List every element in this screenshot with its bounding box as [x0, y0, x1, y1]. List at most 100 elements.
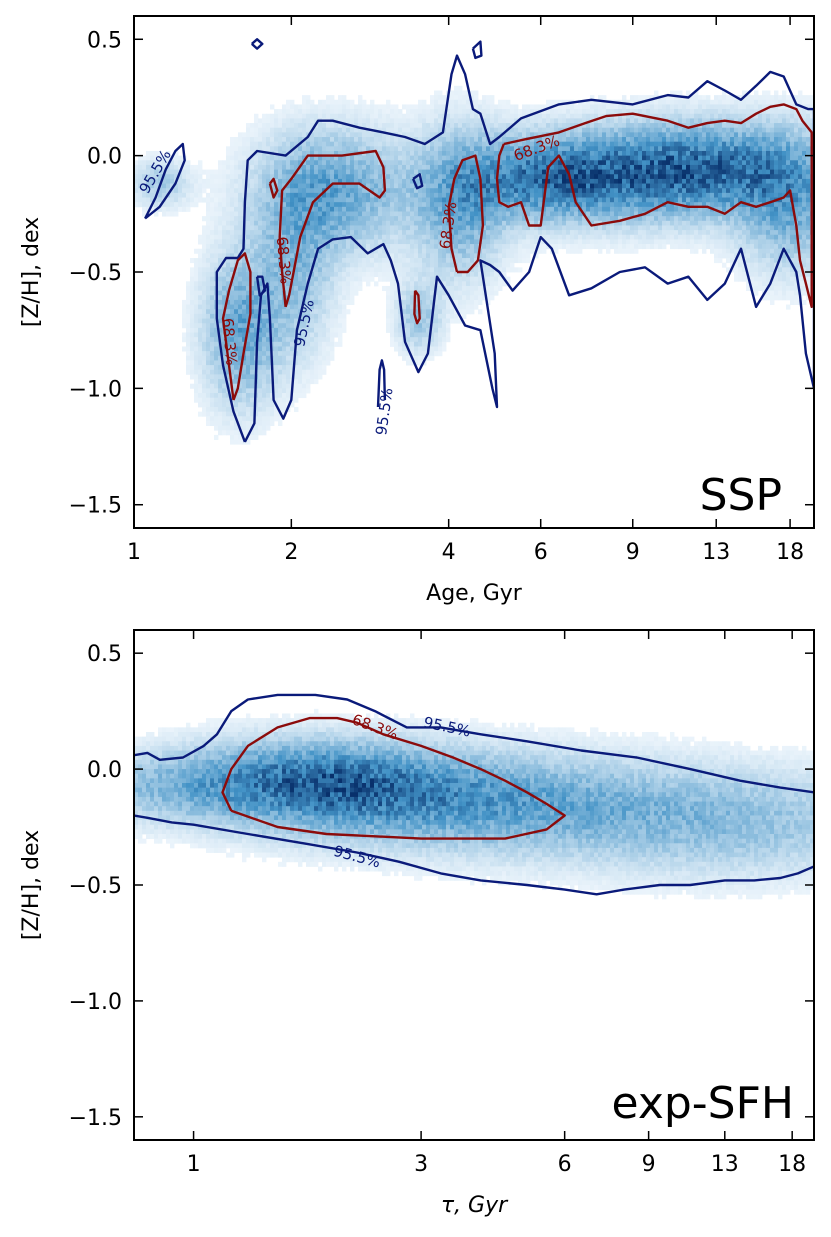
density-cell [438, 137, 443, 143]
density-cell [442, 276, 447, 282]
density-cell [270, 169, 275, 175]
density-cell [210, 192, 215, 198]
density-cell [310, 174, 315, 180]
density-cell [478, 137, 483, 143]
density-cell [218, 411, 223, 417]
density-cell [286, 313, 291, 319]
density-cell [546, 230, 551, 236]
density-cell [294, 248, 299, 254]
density-cell [222, 253, 227, 259]
density-cell [322, 174, 327, 180]
density-cell [242, 272, 247, 278]
density-cell [306, 346, 311, 352]
density-cell [258, 188, 263, 194]
density-cell [294, 234, 299, 240]
density-cell [242, 253, 247, 259]
density-cell [470, 118, 475, 124]
density-cell [466, 118, 471, 124]
density-cell [462, 276, 467, 282]
density-cell [470, 137, 475, 143]
density-cell [526, 253, 531, 259]
density-cell [494, 281, 499, 287]
density-cell [358, 262, 363, 268]
density-cell [530, 150, 535, 157]
density-cell [222, 304, 227, 310]
density-cell [350, 160, 355, 166]
density-cell [498, 164, 503, 170]
density-cell [390, 239, 395, 245]
density-cell [362, 258, 367, 264]
density-cell [234, 216, 239, 222]
density-cell [326, 127, 331, 133]
density-cell [286, 374, 291, 380]
density-cell [258, 258, 263, 264]
density-cell [190, 281, 195, 287]
density-cell [470, 304, 475, 310]
density-cell [458, 225, 463, 231]
density-cell [242, 299, 247, 305]
density-cell [510, 211, 515, 217]
density-cell [402, 318, 407, 324]
density-cell [366, 197, 371, 203]
density-cell [262, 141, 267, 147]
density-cell [382, 239, 387, 245]
density-cell [262, 411, 267, 417]
density-cell [226, 425, 231, 431]
density-cell [306, 188, 311, 194]
density-cell [298, 262, 303, 268]
density-cell [518, 206, 523, 212]
density-cell [450, 211, 455, 217]
density-cell [446, 253, 451, 259]
density-cell [234, 285, 239, 292]
density-cell [194, 323, 199, 329]
density-cell [310, 220, 315, 226]
density-cell [234, 304, 239, 310]
density-cell [462, 104, 467, 110]
density-cell [434, 113, 439, 119]
density-cell [338, 104, 343, 110]
density-cell [430, 225, 435, 231]
density-cell [426, 137, 431, 143]
density-cell [442, 248, 447, 254]
density-cell [502, 188, 507, 194]
density-cell [286, 192, 291, 198]
density-cell [222, 188, 227, 194]
density-cell [446, 220, 451, 226]
density-cell [314, 192, 319, 198]
density-cell [510, 262, 515, 268]
density-cell [462, 188, 467, 194]
density-cell [314, 127, 319, 133]
density-cell [386, 132, 391, 138]
density-cell [410, 272, 415, 278]
density-cell [350, 216, 355, 222]
density-cell [190, 272, 195, 278]
density-cell [534, 155, 539, 161]
density-cell [414, 118, 419, 124]
density-cell [378, 248, 383, 254]
density-cell [430, 109, 435, 115]
density-cell [486, 118, 491, 124]
density-cell [366, 141, 371, 147]
density-cell [258, 365, 263, 371]
density-cell [438, 160, 443, 166]
density-cell [502, 174, 507, 180]
density-cell [322, 313, 327, 319]
density-cell [454, 272, 459, 278]
density-cell [482, 146, 487, 152]
density-cell [214, 332, 219, 338]
density-cell [202, 272, 207, 278]
density-cell [314, 178, 319, 184]
density-cell [350, 253, 355, 259]
density-cell [362, 146, 367, 152]
density-cell [214, 267, 219, 273]
density-cell [526, 248, 531, 254]
density-cell [350, 174, 355, 180]
density-cell [330, 281, 335, 287]
density-cell [286, 99, 291, 105]
density-cell [522, 146, 527, 152]
density-cell [230, 318, 235, 324]
density-cell [538, 202, 543, 208]
density-cell [554, 141, 559, 147]
density-cell [510, 118, 515, 124]
density-cell [214, 220, 219, 226]
